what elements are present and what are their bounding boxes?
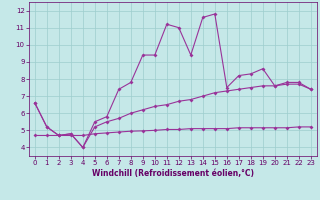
X-axis label: Windchill (Refroidissement éolien,°C): Windchill (Refroidissement éolien,°C): [92, 169, 254, 178]
